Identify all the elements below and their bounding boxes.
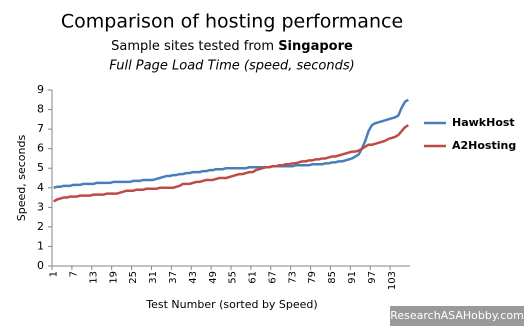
x-tick-label: 61 [248,271,259,284]
y-tick-label: 3 [37,200,44,213]
y-tick-label: 8 [37,103,44,116]
x-tick-label: 97 [367,271,378,284]
x-axis-label: Test Number (sorted by Speed) [145,298,317,311]
series-line [53,98,409,189]
legend-label: A2Hosting [452,139,516,152]
x-tick-label: 85 [327,271,338,284]
series-line [53,124,409,203]
watermark-box [390,306,524,326]
x-tick-label: 7 [69,271,80,277]
subtitle: Sample sites tested from Singapore [111,39,353,54]
x-tick-label: 91 [347,271,358,284]
x-tick-label: 103 [387,271,398,290]
y-tick-label: 1 [37,239,44,252]
x-tick-label: 43 [188,271,199,284]
x-tick-label: 49 [208,271,219,284]
x-tick-label: 67 [267,271,278,284]
subtitle-text: Sample sites tested from [111,39,274,54]
y-tick-label: 9 [37,83,44,96]
x-tick-label: 73 [287,271,298,284]
y-tick-label: 4 [37,181,44,194]
subtitle-location: Singapore [278,39,353,54]
x-tick-label: 79 [307,271,318,284]
x-tick-label: 55 [228,271,239,284]
watermark: ResearchASAHobby.com [390,309,524,322]
x-tick-label: 1 [49,271,60,277]
y-tick-label: 2 [37,220,44,233]
x-tick-label: 19 [108,271,119,284]
y-tick-label: 0 [37,259,44,272]
subtitle2: Full Page Load Time (speed, seconds) [109,59,354,74]
x-tick-label: 25 [128,271,139,284]
y-tick-label: 6 [37,142,44,155]
chart-title: Comparison of hosting performance [61,11,403,33]
y-tick-label: 7 [37,122,44,135]
x-tick-label: 13 [88,271,99,284]
legend-label: HawkHost [452,116,515,129]
x-tick-label: 31 [148,271,159,284]
y-axis-label: Speed, seconds [15,135,28,222]
x-tick-label: 37 [168,271,179,284]
y-tick-label: 5 [37,161,44,174]
